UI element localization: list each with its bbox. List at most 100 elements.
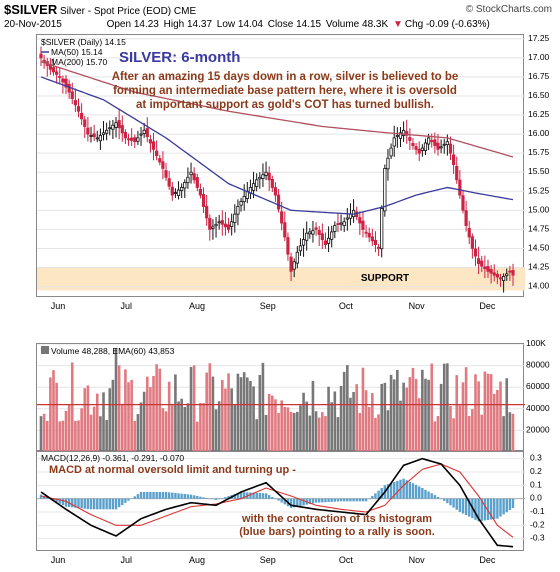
candle-body: [339, 222, 343, 225]
macd-histogram-bar: [252, 492, 255, 499]
macd-histogram-bar: [296, 498, 299, 507]
macd-axis-label: -0.2: [530, 519, 545, 529]
macd-histogram-bar: [349, 498, 352, 502]
volume-bar: [377, 414, 380, 452]
macd-histogram-bar: [199, 496, 202, 499]
macd-histogram-bar: [255, 492, 258, 499]
macd-histogram-bar: [242, 492, 246, 499]
candle-body: [295, 251, 299, 264]
macd-histogram-bar: [130, 498, 133, 499]
candle-body: [467, 228, 471, 238]
volume-chart: Volume 48,288, EMA(60) 43,853: [37, 344, 525, 452]
candle-body: [258, 176, 262, 180]
macd-histogram-bar: [171, 492, 174, 499]
macd-histogram-bar: [61, 498, 65, 506]
macd-histogram-bar: [377, 490, 380, 499]
chart-title-line: $SILVER Silver - Spot Price (EOD) CME © …: [4, 2, 556, 18]
macd-histogram-bar: [380, 488, 383, 499]
candle-body: [120, 125, 124, 134]
macd-histogram-bar: [489, 498, 493, 520]
price-panel[interactable]: $SILVER (Daily) 14.15 MA(50) 15.14 MA(200)…: [36, 34, 525, 297]
candle-body: [176, 189, 181, 196]
candle-body: [389, 147, 393, 157]
down-arrow-icon: ▼: [392, 19, 403, 30]
macd-histogram-bar: [368, 498, 371, 500]
macd-line: [40, 457, 514, 548]
volume-panel[interactable]: Volume 48,288, EMA(60) 43,853: [36, 343, 525, 452]
macd-histogram-bar: [505, 498, 508, 513]
volume-bar: [336, 417, 340, 452]
macd-histogram-bar: [111, 498, 115, 510]
volume-bar: [327, 386, 330, 452]
macd-axis-label: 0.3: [530, 453, 542, 463]
volume-axis-label: 100K: [526, 338, 546, 348]
volume-bar: [299, 405, 302, 452]
macd-histogram-bar: [499, 498, 502, 517]
candle-body: [126, 138, 131, 141]
macd-histogram-bar: [299, 498, 302, 506]
candle-body: [242, 195, 246, 203]
volume-bar: [192, 365, 196, 452]
candle-body: [317, 230, 321, 235]
macd-panel[interactable]: MACD(12,26,9) -0.361, -0.291, -0.070 MACD…: [36, 451, 525, 551]
candle-body: [86, 127, 90, 135]
macd-histogram-bar: [455, 498, 458, 510]
candle-body: [264, 171, 268, 176]
volume-bar: [333, 391, 337, 452]
volume-bar: [152, 375, 155, 452]
macd-histogram-bar: [127, 498, 130, 501]
candle-body: [367, 232, 371, 238]
volume-bar: [174, 374, 177, 452]
volume-bar: [149, 387, 152, 452]
candle-body: [270, 179, 274, 188]
volume-bar: [136, 414, 140, 452]
macd-histogram-bar: [324, 498, 327, 503]
volume-bar: [227, 373, 230, 452]
macd-histogram-bar: [233, 494, 237, 499]
volume-bar: [220, 379, 224, 452]
macd-histogram-bar: [86, 498, 90, 509]
volume-bar: [74, 420, 77, 452]
support-label: SUPPORT: [361, 273, 409, 284]
volume-bar: [433, 421, 437, 452]
volume-bar: [111, 379, 115, 452]
macd-histogram-bar: [352, 498, 355, 502]
volume-bar: [64, 410, 68, 452]
month-label-upper: Dec: [479, 301, 496, 311]
volume-bar: [483, 371, 487, 452]
volume-bar: [342, 371, 346, 452]
macd-histogram-bar: [364, 498, 368, 502]
volume-bar: [383, 382, 387, 452]
volume-bar: [480, 414, 484, 452]
volume-bar: [399, 400, 402, 452]
macd-histogram-bar: [339, 498, 343, 502]
volume-bar: [508, 412, 512, 452]
macd-histogram-bar: [311, 498, 315, 504]
macd-histogram-bar: [371, 496, 374, 499]
month-label-upper: Jun: [51, 301, 66, 311]
candle-body: [39, 53, 43, 59]
candle-body: [386, 157, 390, 170]
macd-histogram-bar: [396, 480, 399, 499]
volume-bar: [364, 390, 368, 452]
macd-histogram-bar: [446, 498, 449, 504]
macd-histogram-bar: [96, 498, 99, 510]
candle-body: [430, 139, 434, 143]
volume-bar: [183, 406, 187, 452]
source-credit[interactable]: © StockCharts.com: [465, 4, 552, 15]
macd-histogram-bar: [136, 494, 140, 499]
candle-body: [364, 231, 368, 234]
price-annotation-line: at important support as gold's COT has t…: [136, 99, 434, 111]
volume-bar: [386, 410, 390, 452]
volume-bar: [486, 373, 490, 452]
macd-histogram-bar: [358, 498, 362, 502]
candle-body: [173, 192, 178, 194]
volume-bar: [305, 401, 308, 452]
macd-histogram-bar: [261, 493, 265, 499]
candle-body: [489, 269, 493, 274]
volume-bar: [161, 408, 165, 452]
macd-histogram-bar: [236, 493, 240, 499]
price-axis-label: 16.75: [528, 71, 550, 81]
price-axis-label: 14.75: [528, 223, 550, 233]
